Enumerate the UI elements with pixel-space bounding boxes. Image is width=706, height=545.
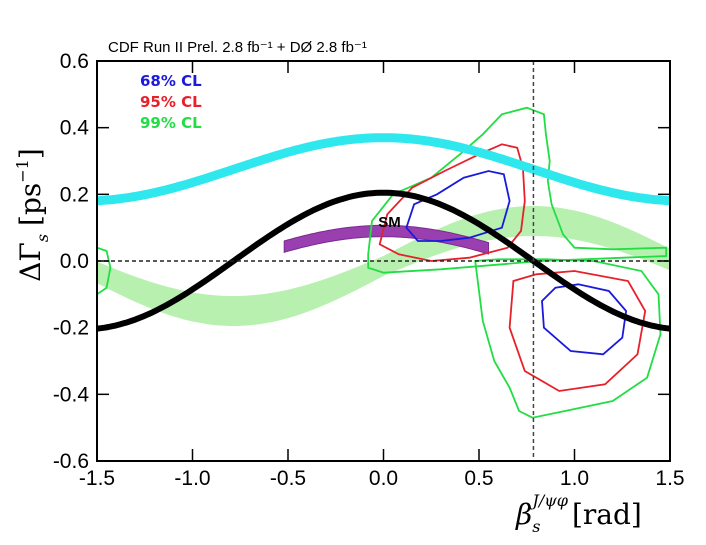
ticks-layer — [96, 60, 671, 462]
light-green-band — [97, 206, 670, 326]
y-axis-title-main: ΔΓ — [14, 242, 47, 282]
y-tick-label: 0.6 — [60, 50, 89, 73]
x-tick-label: -1.5 — [79, 467, 115, 490]
x-tick-label: 0.0 — [369, 467, 398, 490]
contour-99-upper — [367, 106, 668, 274]
x-tick-label: -0.5 — [270, 467, 306, 490]
black-curve — [97, 189, 670, 332]
legend-entry: 68% CL — [140, 72, 202, 90]
y-axis-title: ΔΓs [ps−1] — [13, 148, 52, 282]
legend: 68% CL 95% CL 99% CL — [140, 72, 202, 132]
contour-68-upper — [405, 170, 511, 242]
contour-95-lower — [508, 270, 647, 392]
y-tick-label: -0.2 — [53, 317, 89, 340]
y-axis-title-unit-close: ] — [14, 148, 47, 159]
contour-99-lower — [474, 258, 662, 419]
cyan-band — [97, 133, 670, 206]
y-tick-label: 0.0 — [60, 250, 89, 273]
x-tick-label: 1.5 — [655, 467, 684, 490]
y-tick-label: 0.4 — [60, 117, 90, 140]
curves-layer — [97, 133, 670, 332]
x-tick-label: 1.0 — [560, 467, 589, 490]
x-axis-title-sup: J/ψφ — [529, 491, 568, 510]
legend-entry: 99% CL — [140, 114, 202, 132]
tick-labels-layer: -1.5 -1.0 -0.5 0.0 0.5 1.0 1.5 -0.6 -0.4 -0.2 0.0 0… — [53, 50, 685, 490]
x-axis-title: βs J/ψφ [rad] — [515, 491, 642, 536]
x-axis-title-unit: [rad] — [572, 498, 642, 531]
x-axis-title-main: β — [515, 498, 532, 531]
svg-text:ΔΓs[ps−1]: ΔΓs [ps−1] — [13, 148, 52, 282]
reference-lines-layer — [97, 61, 670, 461]
chart-title: CDF Run II Prel. 2.8 fb⁻¹ + DØ 2.8 fb⁻¹ — [108, 39, 367, 56]
y-tick-label: 0.2 — [60, 183, 89, 206]
x-tick-label: -1.0 — [174, 467, 210, 490]
bands-layer — [97, 206, 670, 326]
svg-text:βsJ/ψφ[rad]: βs J/ψφ [rad] — [515, 491, 642, 536]
y-axis-title-sub: s — [33, 234, 52, 242]
legend-entry: 95% CL — [140, 93, 202, 111]
sm-label: SM — [378, 214, 401, 231]
y-tick-label: -0.4 — [53, 383, 90, 406]
x-tick-label: 0.5 — [464, 467, 493, 490]
y-tick-label: -0.6 — [53, 450, 89, 473]
x-axis-title-sub: s — [532, 517, 540, 536]
y-axis-title-unit: [ps — [14, 183, 47, 226]
purple-band — [283, 224, 489, 255]
contour-99-left-edge — [97, 246, 112, 296]
y-axis-title-unit-exp: −1 — [13, 159, 32, 183]
